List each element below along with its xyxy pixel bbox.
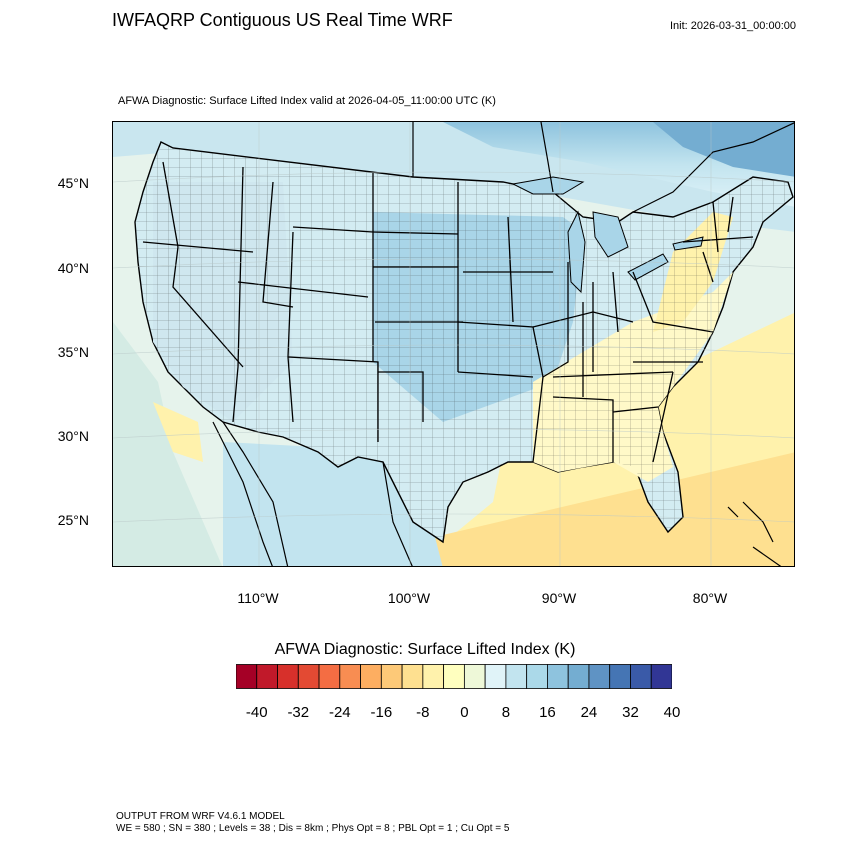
colorbar-swatch bbox=[567, 664, 590, 689]
lat-label-40: 40°N bbox=[57, 260, 89, 276]
colorbar-swatch bbox=[297, 664, 320, 689]
colorbar-swatch bbox=[277, 664, 299, 689]
lon-label-100w: 100°W bbox=[387, 590, 431, 606]
colorbar-swatch bbox=[443, 664, 465, 689]
country-lines bbox=[212, 122, 794, 566]
colorbar-title: AFWA Diagnostic: Surface Lifted Index (K… bbox=[274, 641, 576, 658]
colorbar-swatch bbox=[463, 664, 486, 689]
colorbar-tick-label: 40 bbox=[663, 704, 681, 721]
main-title: IWFAQRP Contiguous US Real Time WRF bbox=[112, 10, 453, 30]
lat-label-30: 30°N bbox=[57, 428, 89, 444]
map-canvas bbox=[113, 122, 794, 566]
colorbar-swatch bbox=[526, 664, 548, 689]
field-pacific bbox=[113, 322, 223, 566]
lake-huron bbox=[592, 211, 629, 258]
colorbar-tick-label: -16 bbox=[370, 704, 393, 721]
model-footer-line1: OUTPUT FROM WRF V4.6.1 MODEL bbox=[116, 811, 285, 822]
colorbar-tick-label: -40 bbox=[245, 704, 268, 721]
colorbar-tick-label: 0 bbox=[460, 704, 469, 721]
init-time-label: Init: 2026-03-31_00:00:00 bbox=[670, 20, 796, 32]
map-panel bbox=[112, 121, 795, 567]
field-subtitle: AFWA Diagnostic: Surface Lifted Index va… bbox=[118, 95, 496, 107]
colorbar-tick-label: 8 bbox=[501, 704, 511, 721]
colorbar-tick-label: 16 bbox=[539, 704, 556, 721]
lon-label-80w: 80°W bbox=[692, 590, 728, 606]
colorbar-swatch bbox=[484, 664, 507, 689]
colorbar-swatch bbox=[547, 664, 569, 689]
colorbar-swatch bbox=[380, 664, 403, 689]
colorbar-swatch bbox=[256, 664, 278, 689]
lake-erie bbox=[627, 253, 669, 281]
lat-label-25: 25°N bbox=[57, 512, 89, 528]
field-gulf-warm bbox=[413, 452, 794, 566]
lon-label-110w: 110°W bbox=[237, 590, 279, 606]
colorbar-swatch bbox=[588, 664, 611, 689]
colorbar bbox=[236, 664, 672, 689]
colorbar-swatch bbox=[505, 664, 528, 689]
colorbar-tick-label: -24 bbox=[328, 704, 351, 721]
colorbar-swatch bbox=[236, 664, 258, 689]
field-mexico bbox=[223, 442, 443, 566]
colorbar-swatch bbox=[401, 664, 424, 689]
colorbar-tick-label: -32 bbox=[287, 704, 310, 721]
colorbar-swatch bbox=[339, 664, 361, 689]
model-footer-line2: WE = 580 ; SN = 380 ; Levels = 38 ; Dis … bbox=[116, 823, 510, 834]
colorbar-swatch bbox=[630, 664, 652, 689]
state-boundaries bbox=[142, 161, 754, 463]
lake-superior bbox=[511, 176, 585, 195]
county-grid bbox=[135, 142, 793, 542]
lake-ontario bbox=[672, 236, 704, 251]
colorbar-swatch bbox=[318, 664, 341, 689]
lon-label-90w: 90°W bbox=[541, 590, 577, 606]
colorbar-swatch bbox=[650, 664, 672, 689]
colorbar-tick-label: 24 bbox=[580, 704, 598, 721]
lat-label-45: 45°N bbox=[57, 175, 89, 191]
colorbar-swatch bbox=[360, 664, 382, 689]
lake-michigan bbox=[567, 210, 586, 294]
colorbar-swatch bbox=[609, 664, 631, 689]
colorbar-swatch bbox=[422, 664, 445, 689]
graticule bbox=[113, 122, 794, 566]
colorbar-tick-label: 32 bbox=[622, 704, 639, 721]
lat-label-35: 35°N bbox=[57, 344, 89, 360]
colorbar-tick-label: -8 bbox=[416, 704, 430, 721]
field-pacific-warm bbox=[153, 402, 203, 462]
